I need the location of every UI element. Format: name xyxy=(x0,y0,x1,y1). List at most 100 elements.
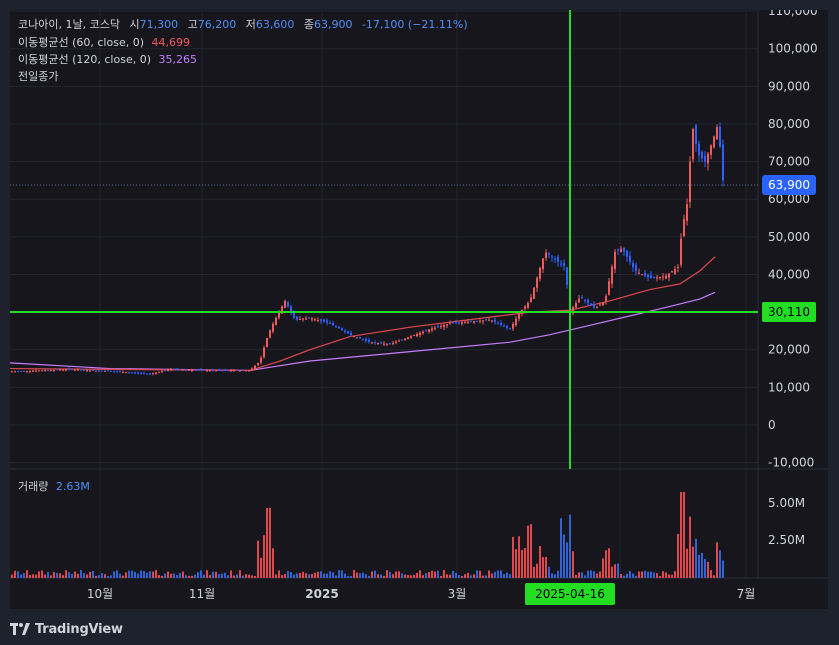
volume-bar xyxy=(155,570,157,578)
volume-bar xyxy=(665,572,667,578)
candle-body xyxy=(110,370,112,372)
candle-body xyxy=(311,318,313,320)
candle-body xyxy=(77,369,79,371)
candlesticks xyxy=(11,122,724,376)
candle-body xyxy=(647,274,649,278)
candle-body xyxy=(452,322,454,324)
volume-bar xyxy=(125,572,127,578)
ma120-legend[interactable]: 이동평균선 (120, close, 0) 35,265 xyxy=(18,53,197,67)
volume-bar xyxy=(170,573,172,578)
crosshair-date-label: 2025-04-16 xyxy=(535,587,605,601)
volume-bar xyxy=(506,572,508,578)
candle-body xyxy=(149,373,151,375)
volume-bar xyxy=(617,563,619,578)
candle-body xyxy=(641,274,643,276)
volume-bar xyxy=(689,516,691,578)
candle-body xyxy=(422,331,424,334)
volume-bar xyxy=(437,570,439,578)
volume-bar xyxy=(266,508,268,578)
candle-body xyxy=(602,302,604,306)
volume-bar xyxy=(623,575,625,578)
price-axis[interactable]: 110,000 100,000 90,000 80,000 70,000 60,000 50… xyxy=(768,10,818,470)
volume-bar xyxy=(173,573,175,578)
volume-bar xyxy=(17,571,19,578)
candle-body xyxy=(416,333,418,337)
symbol-label[interactable]: 코나아이, 1날, 코스닥 xyxy=(18,18,120,31)
ma60-legend[interactable]: 이동평균선 (60, close, 0) 44,699 xyxy=(18,36,190,50)
candle-body xyxy=(239,370,241,372)
candle-body xyxy=(278,312,280,318)
volume-bar xyxy=(95,575,97,578)
price-tick-label: 100,000 xyxy=(768,42,818,56)
volume-bar xyxy=(650,571,652,578)
candle-body xyxy=(359,337,361,339)
candle-body xyxy=(140,373,142,375)
candle-body xyxy=(491,320,493,322)
candle-body xyxy=(401,339,403,341)
ma60-value: 44,699 xyxy=(151,36,191,49)
candle-body xyxy=(275,317,277,326)
volume-bar xyxy=(530,524,532,578)
candle-body xyxy=(470,320,472,322)
volume-bars xyxy=(11,492,724,578)
volume-bar xyxy=(290,571,292,578)
volume-bar xyxy=(206,570,208,578)
volume-bar xyxy=(89,571,91,578)
candle-body xyxy=(515,318,517,326)
volume-bar xyxy=(638,571,640,578)
volume-bar xyxy=(551,573,553,578)
candle-body xyxy=(482,320,484,322)
time-axis[interactable]: 10월 11월 2025 3월 7월 xyxy=(87,587,756,601)
volume-bar xyxy=(47,572,49,578)
volume-bar xyxy=(242,575,244,578)
candle-body xyxy=(59,369,61,371)
volume-legend[interactable]: 거래량 2.63M xyxy=(18,480,90,494)
volume-bar xyxy=(599,571,601,578)
candle-body xyxy=(590,303,592,306)
volume-bar xyxy=(722,560,724,578)
volume-bar xyxy=(497,570,499,578)
candle-body xyxy=(257,362,259,366)
volume-bar xyxy=(167,571,169,578)
close-label: 종 xyxy=(303,18,314,31)
crosshair-date-badge xyxy=(525,583,615,605)
candle-body xyxy=(425,330,427,332)
candle-body xyxy=(254,365,256,370)
volume-bar xyxy=(80,570,82,578)
candle-body xyxy=(587,299,589,304)
candle-body xyxy=(326,320,328,323)
candle-body xyxy=(314,319,316,321)
volume-bar xyxy=(596,573,598,578)
candle-body xyxy=(506,325,508,328)
volume-bar xyxy=(563,534,565,578)
volume-bar xyxy=(581,572,583,578)
volume-bar xyxy=(197,572,199,578)
candle-body xyxy=(23,370,25,372)
volume-bar xyxy=(578,572,580,578)
prev-close-legend[interactable]: 전일종가 xyxy=(18,70,58,84)
price-tick-label: 90,000 xyxy=(768,79,810,93)
volume-bar xyxy=(590,570,592,578)
current-price-badge xyxy=(762,175,816,195)
volume-bar xyxy=(260,557,262,578)
volume-bar xyxy=(32,574,34,578)
tradingview-logo[interactable]: TradingView xyxy=(10,619,123,639)
volume-bar xyxy=(713,575,715,578)
time-tick-label: 10월 xyxy=(87,587,113,601)
volume-bar xyxy=(692,546,694,578)
low-value: 63,600 xyxy=(255,18,295,31)
price-chart[interactable]: 110,000 100,000 90,000 80,000 70,000 60,000 50… xyxy=(10,10,828,609)
volume-bar xyxy=(614,564,616,578)
volume-bar xyxy=(371,571,373,578)
volume-bar xyxy=(263,535,265,578)
volume-bar xyxy=(338,570,340,578)
chart-frame[interactable]: 110,000 100,000 90,000 80,000 70,000 60,000 50… xyxy=(10,10,828,609)
grid-lines xyxy=(10,10,758,578)
candle-body xyxy=(335,326,337,328)
volume-bar xyxy=(509,574,511,578)
candle-body xyxy=(146,373,148,375)
volume-bar xyxy=(467,572,469,578)
volume-bar xyxy=(449,574,451,578)
candle-body xyxy=(530,297,532,303)
volume-bar xyxy=(488,570,490,578)
